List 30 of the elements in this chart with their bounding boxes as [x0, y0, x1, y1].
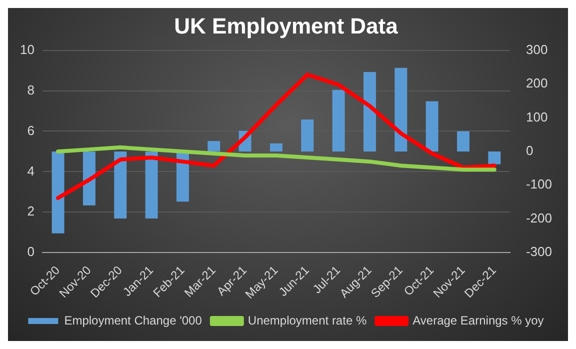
- bar: [301, 119, 314, 152]
- bar: [82, 151, 96, 206]
- legend-label: Average Earnings % yoy: [412, 313, 544, 328]
- y2-tick-label: 300: [526, 42, 548, 57]
- y2-tick-label: 100: [526, 109, 548, 124]
- y-tick-label: 0: [27, 244, 34, 260]
- bar: [456, 131, 470, 152]
- bar: [488, 151, 501, 164]
- bar: [332, 90, 345, 152]
- bar: [270, 143, 282, 152]
- y2-tick-label: -200: [526, 210, 552, 226]
- chart-title: UK Employment Data: [174, 13, 399, 38]
- y-tick-label: 8: [27, 82, 34, 98]
- legend-label: Unemployment rate %: [248, 313, 367, 328]
- y-tick-label: 2: [27, 204, 34, 219]
- y2-tick-label: 0: [526, 143, 534, 158]
- bar: [145, 151, 158, 218]
- legend-label: Employment Change '000: [64, 313, 202, 328]
- bar: [114, 151, 127, 218]
- y-tick-label: 4: [27, 163, 34, 178]
- bar: [426, 101, 438, 152]
- y-tick-label: 10: [20, 42, 34, 57]
- bar: [394, 68, 408, 152]
- y2-tick-label: -100: [526, 176, 552, 192]
- bar: [208, 141, 220, 152]
- bar: [363, 72, 376, 152]
- y-tick-label: 6: [27, 122, 34, 138]
- y2-tick-label: -300: [526, 244, 552, 260]
- bar: [52, 151, 64, 234]
- y2-tick-label: 200: [526, 76, 548, 91]
